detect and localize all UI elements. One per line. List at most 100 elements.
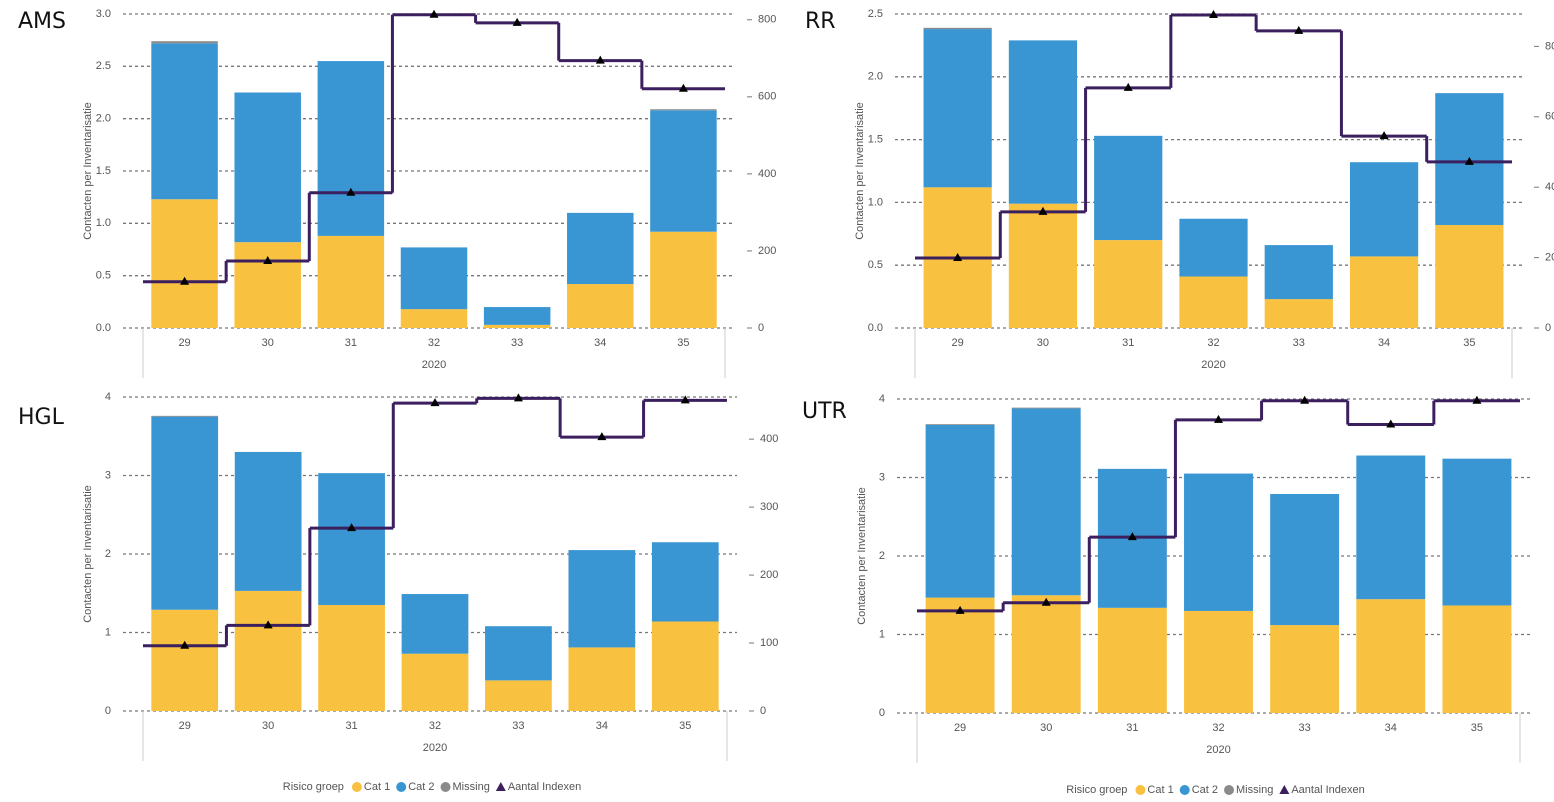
legend-marker xyxy=(1135,785,1146,795)
x-tick-label: 33 xyxy=(511,337,523,349)
x-tick-label: 34 xyxy=(596,720,608,732)
bar-segment xyxy=(1179,276,1248,328)
y2-tick-label: 200 xyxy=(760,569,778,581)
bar-segment xyxy=(317,235,385,328)
y-tick-label: 4 xyxy=(879,393,885,405)
line-marker xyxy=(953,252,963,261)
bar-segment xyxy=(925,424,995,425)
x-tick-label: 29 xyxy=(952,337,964,349)
y-tick-label: 1.0 xyxy=(868,196,883,208)
bar-segment xyxy=(234,451,302,591)
line-marker xyxy=(347,523,357,532)
y-tick-label: 0.5 xyxy=(868,259,883,271)
legend-label: Cat 1 xyxy=(364,781,390,793)
line-marker xyxy=(1294,25,1304,34)
y-tick-label: 4 xyxy=(105,391,111,403)
y2-tick-label: 400 xyxy=(760,433,778,445)
y-tick-label: 0 xyxy=(879,707,885,719)
bar-segment xyxy=(234,242,301,328)
y2-tick-label: 600 xyxy=(758,91,776,103)
bar-segment xyxy=(151,609,219,711)
bar-segment xyxy=(1011,595,1081,713)
chart-title: UTR xyxy=(802,399,847,424)
y-tick-label: 2.0 xyxy=(96,113,111,125)
y-tick-label: 2.0 xyxy=(868,71,883,83)
x-tick-label: 32 xyxy=(429,720,441,732)
line-marker xyxy=(678,83,688,92)
x-tick-label: 35 xyxy=(677,337,689,349)
x-tick-label: 29 xyxy=(954,722,966,734)
chart-title: RR xyxy=(805,9,836,34)
bar-segment xyxy=(151,41,218,44)
y-axis-title: Contacten per Inventarisatie xyxy=(82,102,94,240)
y-axis-title: Contacten per Inventarisatie xyxy=(854,102,866,240)
legend-label: Aantal Indexen xyxy=(1291,784,1364,796)
y2-tick-label: 0 xyxy=(1545,322,1551,334)
y2-tick-label: 0 xyxy=(758,322,764,334)
y-tick-label: 0.0 xyxy=(868,322,883,334)
y-tick-label: 1 xyxy=(105,626,111,638)
y2-tick-label: 200 xyxy=(758,245,776,257)
bar-segment xyxy=(568,647,636,711)
line-marker xyxy=(1123,82,1133,91)
bar-segment xyxy=(568,550,636,648)
y-tick-label: 1.0 xyxy=(96,217,111,229)
bar-segment xyxy=(650,109,717,111)
x-tick-label: 35 xyxy=(1471,722,1483,734)
x-tick-label: 34 xyxy=(594,337,606,349)
y2-tick-label: 400 xyxy=(1545,181,1554,193)
legend-title: Risico groep xyxy=(283,781,344,793)
x-tick-label: 32 xyxy=(1212,722,1224,734)
legend-marker xyxy=(1224,785,1235,795)
bar-segment xyxy=(1264,245,1333,300)
bar-segment xyxy=(1270,625,1340,713)
line-marker xyxy=(1209,10,1218,19)
y-tick-label: 2.5 xyxy=(868,8,883,20)
legend-label: Cat 2 xyxy=(1192,784,1218,796)
line-marker xyxy=(1127,532,1137,541)
line-marker xyxy=(1038,206,1048,215)
bar-segment xyxy=(651,542,719,622)
legend-title: Risico groep xyxy=(1066,784,1127,796)
bar-segment xyxy=(1349,256,1419,328)
bar-segment xyxy=(925,424,995,598)
bar-segment xyxy=(317,61,385,236)
bar-segment xyxy=(151,415,219,417)
x-tick-label: 35 xyxy=(1463,337,1475,349)
line-marker xyxy=(180,640,190,649)
bar-segment xyxy=(1184,473,1253,611)
y-tick-label: 3 xyxy=(879,471,885,483)
bar-segment xyxy=(923,29,992,188)
x-tick-label: 34 xyxy=(1378,337,1390,349)
line-marker xyxy=(1379,131,1389,140)
legend-marker xyxy=(1279,785,1290,794)
y2-tick-label: 800 xyxy=(1545,40,1554,52)
bar-segment xyxy=(1094,135,1163,241)
line-marker xyxy=(1386,419,1396,428)
bar-segment xyxy=(1011,408,1081,596)
y-tick-label: 1.5 xyxy=(96,165,111,177)
bar-segment xyxy=(1442,605,1512,713)
x-tick-label: 34 xyxy=(1385,722,1397,734)
y2-tick-label: 800 xyxy=(758,14,776,26)
line-marker xyxy=(180,276,190,285)
y-tick-label: 0 xyxy=(105,705,111,717)
x-group-label: 2020 xyxy=(422,359,446,371)
bar-segment xyxy=(485,680,552,711)
bar-segment xyxy=(1356,599,1426,713)
y2-tick-label: 100 xyxy=(760,637,778,649)
x-tick-label: 30 xyxy=(262,337,274,349)
bar-segment xyxy=(1011,407,1081,409)
x-tick-label: 29 xyxy=(178,337,190,349)
x-tick-label: 33 xyxy=(512,720,524,732)
bar-segment xyxy=(650,231,717,328)
bar-segment xyxy=(151,43,218,200)
y-axis-title: Contacten per Inventarisatie xyxy=(82,485,94,623)
legend-marker xyxy=(351,782,362,792)
x-group-label: 2020 xyxy=(1201,359,1225,371)
line-marker xyxy=(1300,395,1310,404)
bar-segment xyxy=(234,590,302,711)
line-marker xyxy=(595,55,605,64)
